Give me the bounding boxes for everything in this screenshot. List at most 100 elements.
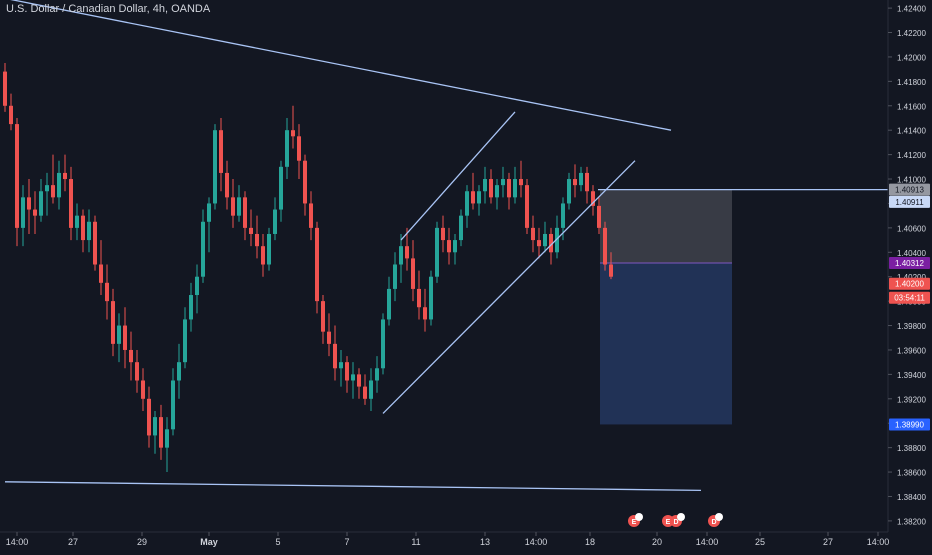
candle-body bbox=[27, 197, 31, 210]
candle-body bbox=[549, 233, 553, 253]
candle-body bbox=[579, 172, 583, 186]
trendline[interactable] bbox=[382, 160, 636, 414]
price-label-text: 1.40911 bbox=[895, 198, 924, 207]
icon-letter: D bbox=[711, 519, 716, 526]
candle-body bbox=[171, 380, 175, 430]
time-tick-label: 14:00 bbox=[6, 537, 29, 547]
candle-body bbox=[9, 105, 13, 125]
candle-body bbox=[513, 179, 517, 198]
candle-body bbox=[207, 203, 211, 222]
candle-body bbox=[327, 331, 331, 344]
price-tick-label: 1.39400 bbox=[897, 371, 926, 380]
price-label-entry[interactable] bbox=[889, 257, 930, 270]
candle-body bbox=[357, 374, 361, 387]
candle-body bbox=[105, 282, 109, 302]
price-tick-label: 1.40600 bbox=[897, 224, 926, 233]
candle-body bbox=[543, 233, 547, 247]
take-profit-zone[interactable] bbox=[600, 263, 732, 425]
time-tick-label: 11 bbox=[411, 537, 420, 547]
price-label-current[interactable] bbox=[889, 277, 930, 290]
price-label-line[interactable] bbox=[889, 183, 930, 196]
earnings-icon-4[interactable] bbox=[662, 515, 674, 527]
candle-body bbox=[411, 258, 415, 289]
candle-body bbox=[381, 319, 385, 369]
candle-body bbox=[213, 130, 217, 204]
candle-body bbox=[117, 325, 121, 344]
time-tick-label: 29 bbox=[137, 537, 147, 547]
candle-body bbox=[597, 205, 601, 228]
candle-body bbox=[453, 240, 457, 253]
time-tick-label: 14:00 bbox=[525, 537, 548, 547]
candle-body bbox=[123, 325, 127, 350]
price-tick-label: 1.41600 bbox=[897, 102, 926, 111]
price-label-text: 1.40913 bbox=[895, 186, 924, 195]
candle-body bbox=[483, 179, 487, 192]
trendline[interactable] bbox=[400, 111, 516, 241]
price-label-text: 1.38990 bbox=[895, 420, 924, 429]
trendline[interactable] bbox=[4, 481, 702, 492]
candle-body bbox=[159, 417, 163, 448]
candle-body bbox=[435, 227, 439, 277]
candle-body bbox=[189, 295, 193, 320]
candle-body bbox=[153, 417, 157, 436]
candle-body bbox=[21, 197, 25, 228]
icon-badge bbox=[677, 513, 685, 521]
candle-body bbox=[195, 276, 199, 296]
stop-loss-zone[interactable] bbox=[600, 189, 732, 264]
candle-body bbox=[375, 368, 379, 381]
candle-body bbox=[573, 179, 577, 186]
candle-body bbox=[39, 191, 43, 216]
candle-body bbox=[111, 301, 115, 344]
candle-body bbox=[141, 380, 145, 399]
candle-body bbox=[99, 264, 103, 283]
trendline[interactable] bbox=[5, 0, 672, 131]
price-tick-label: 1.38800 bbox=[897, 444, 926, 453]
time-tick-label: 7 bbox=[344, 537, 349, 547]
candle-body bbox=[15, 124, 19, 228]
candle-body bbox=[243, 197, 247, 228]
candles bbox=[3, 63, 613, 473]
candle-body bbox=[609, 264, 613, 277]
price-tick-label: 1.39600 bbox=[897, 346, 926, 355]
candle-body bbox=[351, 374, 355, 381]
trendlines[interactable] bbox=[4, 0, 888, 492]
candle-body bbox=[531, 227, 535, 241]
price-axis[interactable]: 1.42400 1.42200 1.42000 1.41800 1.41600 1.414… bbox=[887, 0, 930, 532]
price-label-text: 03:54:11 bbox=[894, 294, 925, 303]
candle-body bbox=[429, 276, 433, 320]
candle-body bbox=[555, 227, 559, 253]
candle-body bbox=[393, 264, 397, 289]
price-label-stop[interactable] bbox=[889, 195, 930, 208]
price-tick-label: 1.42400 bbox=[897, 5, 926, 14]
candle-body bbox=[201, 221, 205, 277]
icon-letter: E bbox=[666, 519, 671, 526]
candle-body bbox=[303, 160, 307, 204]
candle-body bbox=[267, 233, 271, 265]
event-icons[interactable]: E D DE bbox=[628, 513, 723, 527]
candle-body bbox=[495, 185, 499, 198]
candle-body bbox=[501, 179, 505, 186]
candle-body bbox=[471, 191, 475, 204]
candle-body bbox=[87, 221, 91, 241]
candle-body bbox=[219, 130, 223, 173]
candle-body bbox=[603, 227, 607, 265]
candle-body bbox=[507, 179, 511, 198]
price-label-countdown[interactable] bbox=[889, 291, 930, 304]
candle-body bbox=[459, 215, 463, 241]
time-tick-label: 25 bbox=[755, 537, 765, 547]
candle-body bbox=[519, 179, 523, 186]
candle-body bbox=[3, 71, 7, 106]
time-tick-label: 27 bbox=[823, 537, 833, 547]
time-axis[interactable]: 14:00 27 29 May 5 7 11 13 14:00 18 20 14:00 25 27 14:0… bbox=[0, 531, 889, 547]
price-tick-label: 1.41400 bbox=[897, 127, 926, 136]
position-tool[interactable] bbox=[600, 189, 732, 425]
price-label-target[interactable] bbox=[889, 418, 930, 431]
candle-body bbox=[93, 221, 97, 265]
candle-body bbox=[75, 215, 79, 228]
candle-body bbox=[399, 246, 403, 265]
candle-body bbox=[135, 362, 139, 381]
